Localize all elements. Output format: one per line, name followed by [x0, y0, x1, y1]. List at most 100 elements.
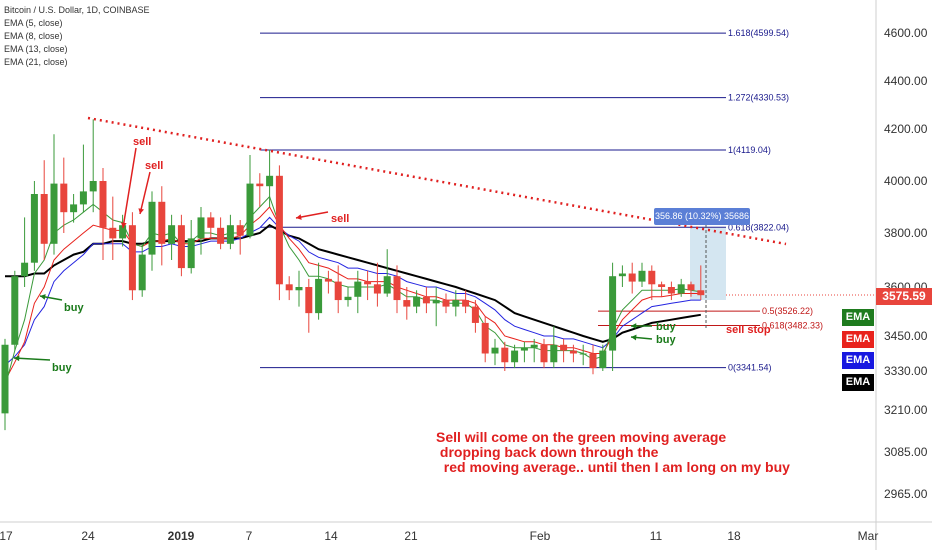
candle-body	[462, 300, 470, 307]
buy-annotation-3: buy	[656, 321, 676, 333]
x-tick-label: 2019	[168, 529, 195, 543]
candle-body	[70, 204, 78, 213]
candle-body	[520, 347, 528, 351]
y-tick-label: 4000.00	[884, 174, 928, 188]
candle-body	[266, 175, 274, 187]
trade-note: Sell will come on the green moving avera…	[436, 429, 790, 475]
x-tick-label: Mar	[858, 529, 879, 543]
candle-body	[511, 350, 519, 363]
candle-body	[158, 201, 166, 244]
legend-ema13: EMA (13, close)	[4, 44, 68, 54]
candle-body	[530, 344, 538, 348]
candle-body	[324, 278, 332, 282]
buy-arrow-4-head	[631, 334, 637, 341]
candle-body	[119, 225, 127, 239]
candle-body	[589, 353, 597, 369]
legend-ema5: EMA (5, close)	[4, 18, 63, 28]
fib-level-label: 1(4119.04)	[728, 145, 771, 155]
y-tick-label: 3800.00	[884, 226, 928, 240]
candle-body	[168, 225, 176, 244]
candle-body	[383, 276, 391, 294]
fib-level-label: 0(3341.54)	[728, 363, 772, 373]
candle-body	[540, 344, 548, 363]
candle-body	[550, 344, 558, 363]
x-tick-label: Feb	[530, 529, 551, 543]
candle-body	[89, 181, 97, 192]
candle-body	[354, 281, 362, 297]
candle-body	[246, 183, 254, 236]
candle-body	[285, 284, 293, 291]
trend-line	[87, 116, 787, 246]
fib-level-label: 1.618(4599.54)	[728, 28, 789, 38]
y-tick-label: 3085.00	[884, 445, 928, 459]
buy-arrow-2-head	[14, 355, 20, 362]
candle-body	[177, 225, 185, 269]
candle-body	[236, 225, 244, 236]
candle-body	[138, 254, 146, 291]
x-tick-label: 14	[324, 529, 338, 543]
candle-body	[569, 350, 577, 354]
candle-body	[226, 225, 234, 244]
sell-arrow-2-head	[138, 208, 145, 214]
fib-level-label: 1.272(4330.53)	[728, 93, 789, 103]
candle-body	[599, 350, 607, 369]
candle-body	[687, 284, 695, 291]
x-tick-label: 17	[0, 529, 13, 543]
buy-annotation-1: buy	[64, 302, 84, 314]
y-tick-label: 4600.00	[884, 26, 928, 40]
candle-body	[187, 238, 195, 269]
stop-level-label: 0.5(3526.22)	[762, 306, 813, 316]
ema5-tag[interactable]: EMA	[842, 309, 874, 326]
x-tick-label: 21	[404, 529, 418, 543]
candle-body	[393, 276, 401, 301]
candle-body	[30, 194, 38, 263]
sell-arrow-2	[139, 171, 151, 215]
y-tick-label: 3450.00	[884, 329, 928, 343]
candle-body	[638, 270, 646, 282]
candle-body	[109, 227, 117, 239]
ema21-tag[interactable]: EMA	[842, 374, 874, 391]
candle-body	[99, 181, 107, 228]
candle-body	[315, 278, 323, 314]
sell-annotation-2: sell	[145, 160, 164, 172]
measure-box: 356.86 (10.32%) 35686	[654, 208, 750, 225]
sell-arrow-1-head	[121, 222, 127, 228]
ema8-tag[interactable]: EMA	[842, 331, 874, 348]
candle-body	[217, 227, 225, 244]
candle-body	[628, 273, 636, 282]
stop-level-label: 0.618(3482.33)	[762, 320, 823, 330]
fib-level-label: 0.618(3822.04)	[728, 222, 789, 232]
candle-body	[344, 296, 352, 301]
legend-title: Bitcoin / U.S. Dollar, 1D, COINBASE	[4, 5, 150, 15]
candle-body	[79, 191, 87, 205]
candle-body	[40, 194, 48, 244]
candle-body	[697, 290, 705, 296]
candle-body	[648, 270, 656, 285]
candle-body	[1, 344, 9, 414]
x-tick-label: 11	[650, 529, 663, 543]
buy-annotation-2: buy	[52, 362, 72, 374]
chart-legend: Bitcoin / U.S. Dollar, 1D, COINBASE EMA …	[4, 4, 150, 69]
candle-body	[471, 306, 479, 323]
measure-range	[690, 228, 726, 300]
sell-arrow-1	[122, 147, 137, 229]
candle-body	[295, 287, 303, 291]
x-tick-label: 24	[81, 529, 95, 543]
candle-body	[50, 183, 58, 244]
ema21-line	[5, 224, 701, 343]
candle-body	[403, 300, 411, 307]
buy-annotation-4: buy	[656, 334, 676, 346]
legend-ema21: EMA (21, close)	[4, 57, 68, 67]
candle-body	[197, 217, 205, 239]
x-tick-label: 18	[727, 529, 741, 543]
sell-arrow-3-head	[296, 214, 302, 220]
candle-body	[442, 300, 450, 307]
candle-body	[491, 347, 499, 354]
x-tick-label: 7	[246, 529, 253, 543]
candle-body	[667, 287, 675, 294]
candle-body	[128, 225, 136, 291]
candle-body	[432, 300, 440, 304]
ema13-tag[interactable]: EMA	[842, 352, 874, 369]
y-tick-label: 4400.00	[884, 74, 928, 88]
